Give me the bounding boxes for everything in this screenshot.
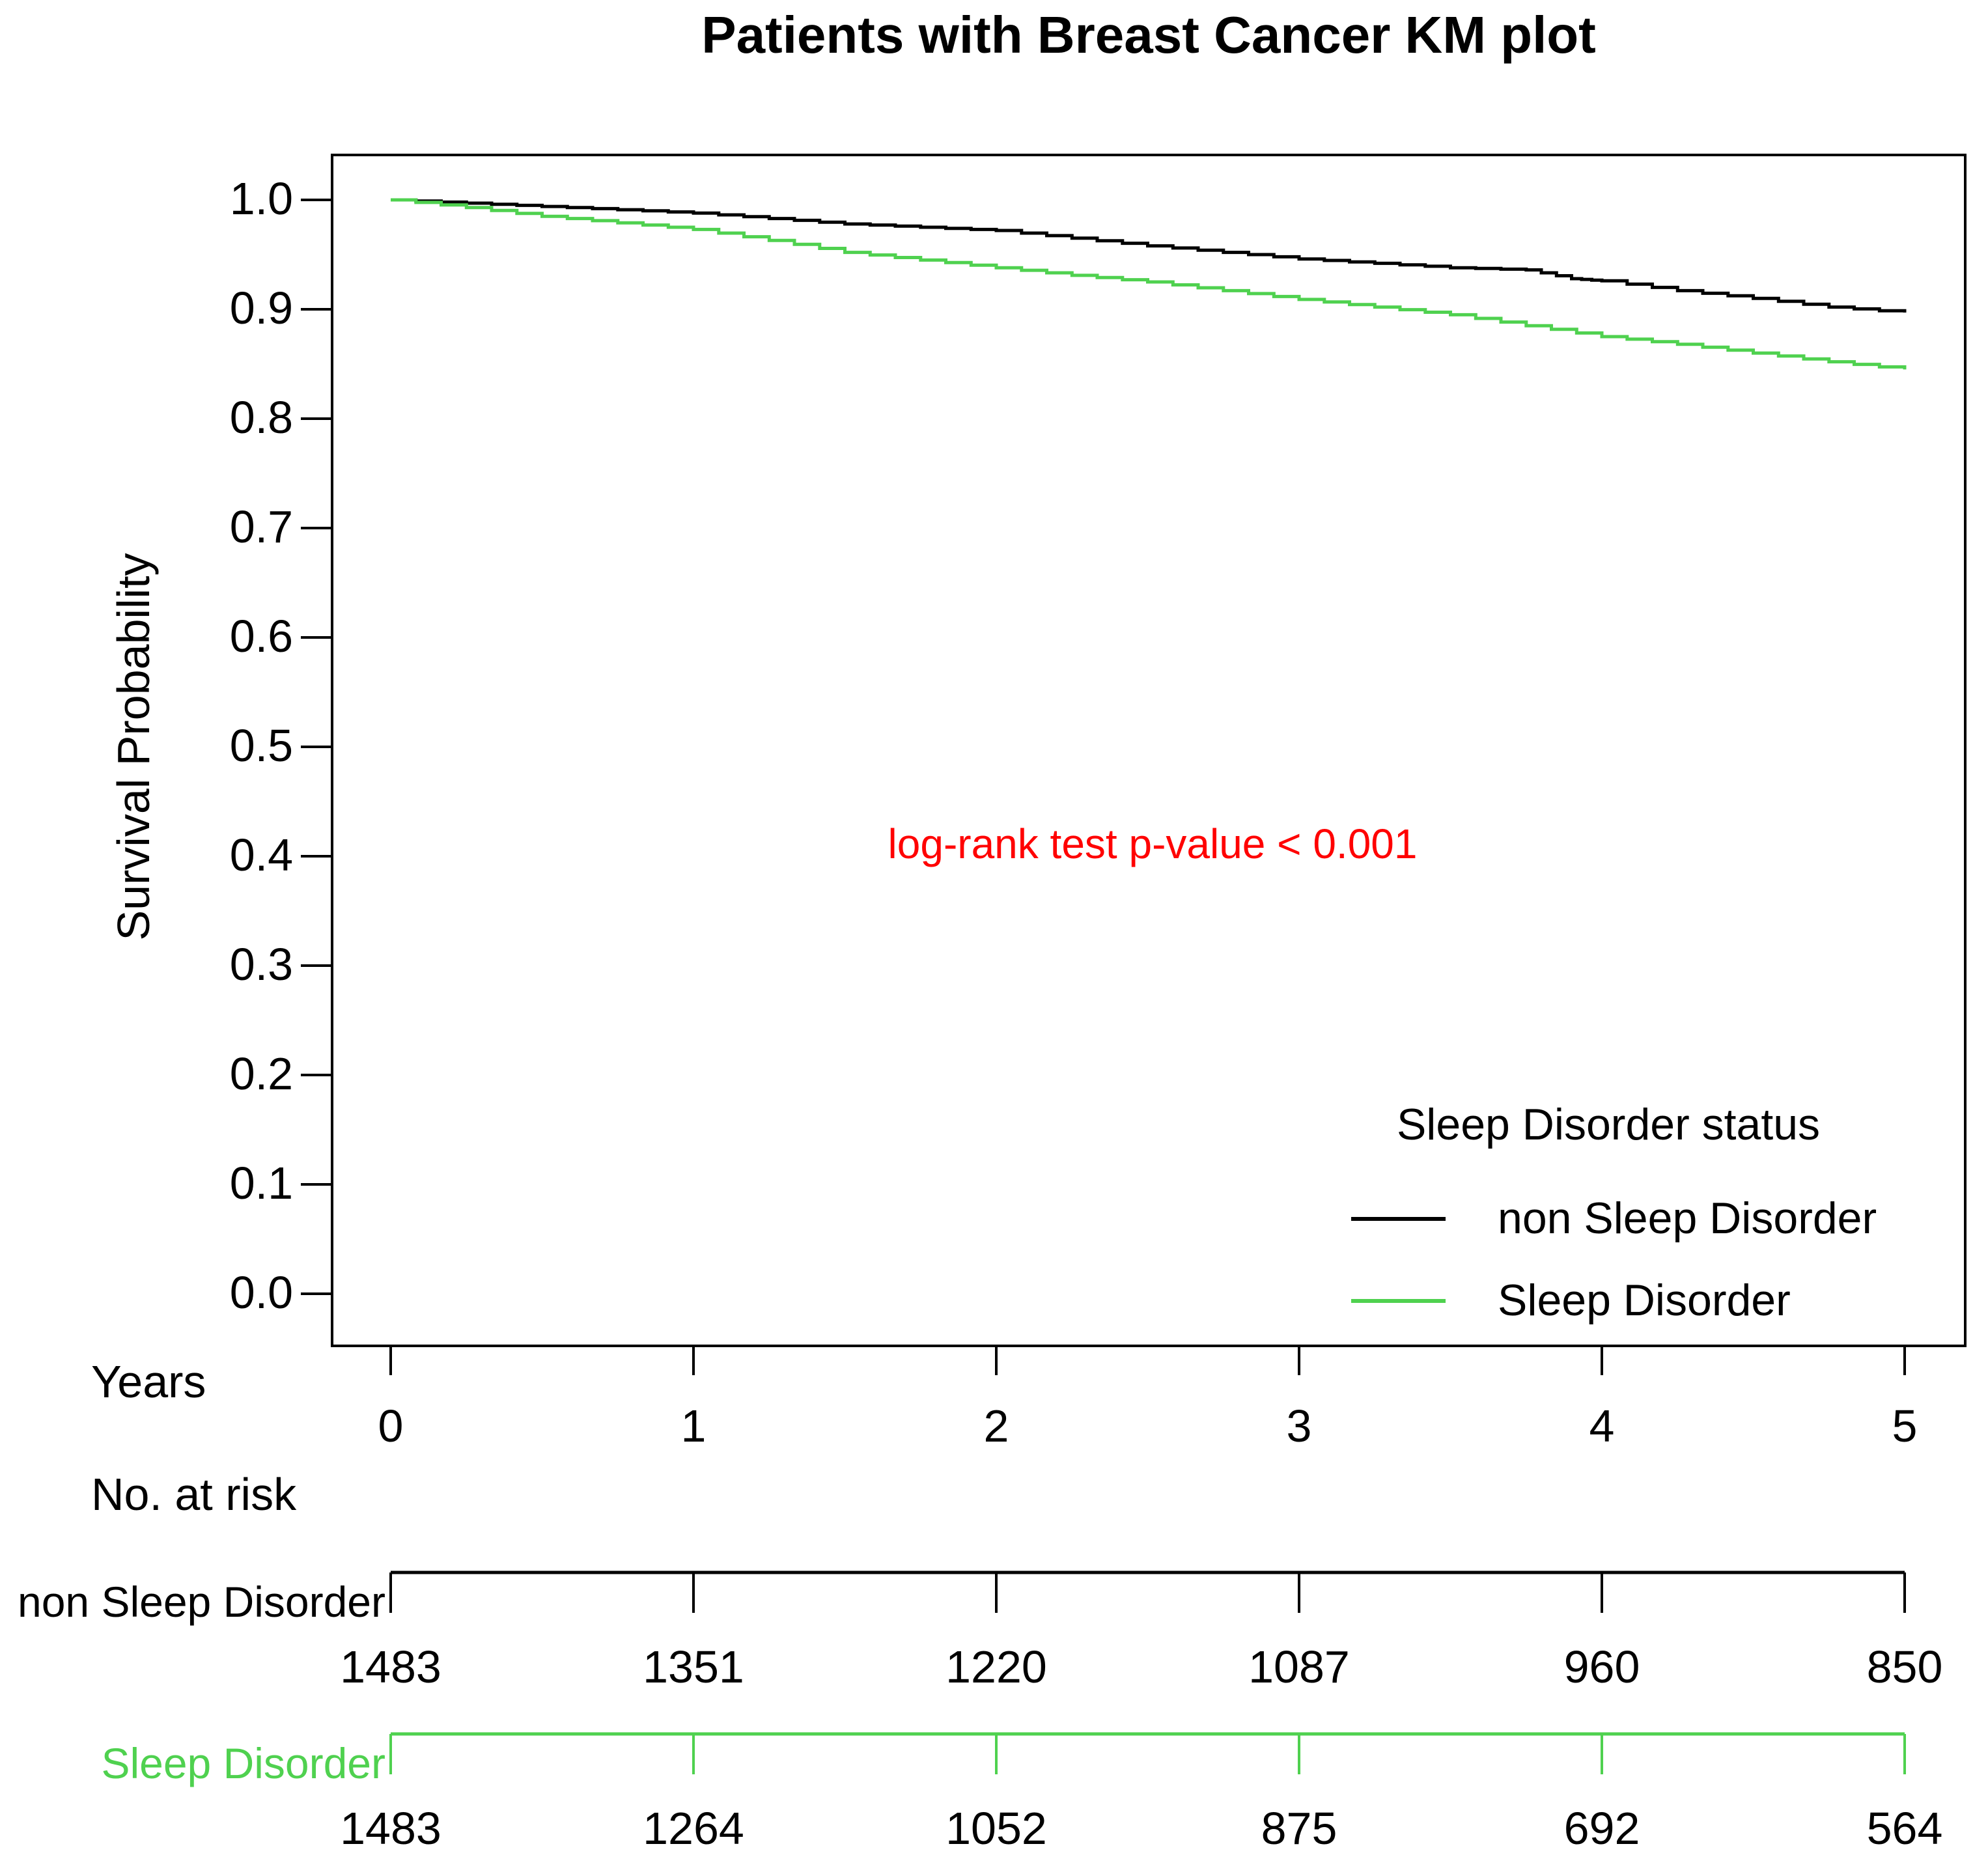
y-tick-label: 0.4: [229, 830, 293, 880]
risk-count: 692: [1563, 1803, 1640, 1854]
risk-count: 1351: [643, 1641, 744, 1692]
y-axis-label: Survival Probability: [107, 553, 159, 941]
y-tick-label: 0.9: [229, 283, 293, 333]
y-tick-label: 0.7: [229, 501, 293, 552]
chart-title: Patients with Breast Cancer KM plot: [701, 6, 1596, 64]
y-tick-label: 0.6: [229, 611, 293, 662]
risk-count: 564: [1866, 1803, 1943, 1854]
risk-row-label: Sleep Disorder: [101, 1739, 385, 1787]
x-tick-label: 1: [680, 1401, 707, 1451]
km-curve-sleep-disorder: [391, 198, 1907, 370]
plot-border: [331, 154, 1967, 1347]
y-tick-label: 0.8: [229, 392, 293, 443]
risk-row-label: non Sleep Disorder: [18, 1578, 385, 1626]
x-axis-label: Years: [91, 1356, 206, 1407]
y-tick-label: 0.0: [229, 1267, 293, 1318]
risk-count: 875: [1261, 1803, 1337, 1854]
x-tick-label: 4: [1589, 1401, 1615, 1451]
risk-count: 1087: [1248, 1641, 1350, 1692]
pvalue-annotation: log-rank test p-value < 0.001: [888, 820, 1418, 867]
legend-swatch-line: [1351, 1299, 1446, 1303]
risk-count: 1264: [643, 1803, 744, 1854]
y-tick-label: 0.2: [229, 1048, 293, 1099]
x-tick-label: 2: [983, 1401, 1009, 1451]
y-tick-label: 0.1: [229, 1158, 293, 1208]
risk-count: 1052: [945, 1803, 1047, 1854]
risk-count: 1220: [945, 1641, 1047, 1692]
legend-title: Sleep Disorder status: [1396, 1100, 1821, 1149]
legend-item-label: non Sleep Disorder: [1498, 1194, 1877, 1243]
risk-table-heading: No. at risk: [91, 1469, 297, 1520]
y-tick-label: 0.5: [229, 720, 293, 771]
risk-count: 1483: [340, 1803, 441, 1854]
x-tick-label: 3: [1286, 1401, 1312, 1451]
km-curve-non-sleep-disorder: [391, 198, 1907, 313]
risk-count: 850: [1866, 1641, 1943, 1692]
y-tick-label: 0.3: [229, 939, 293, 990]
x-tick-label: 0: [378, 1401, 404, 1451]
y-tick-label: 1.0: [229, 173, 293, 224]
risk-count: 1483: [340, 1641, 441, 1692]
legend-swatch-line: [1351, 1217, 1446, 1221]
x-tick-label: 5: [1892, 1401, 1918, 1451]
risk-count: 960: [1563, 1641, 1640, 1692]
legend-item-label: Sleep Disorder: [1498, 1276, 1791, 1325]
